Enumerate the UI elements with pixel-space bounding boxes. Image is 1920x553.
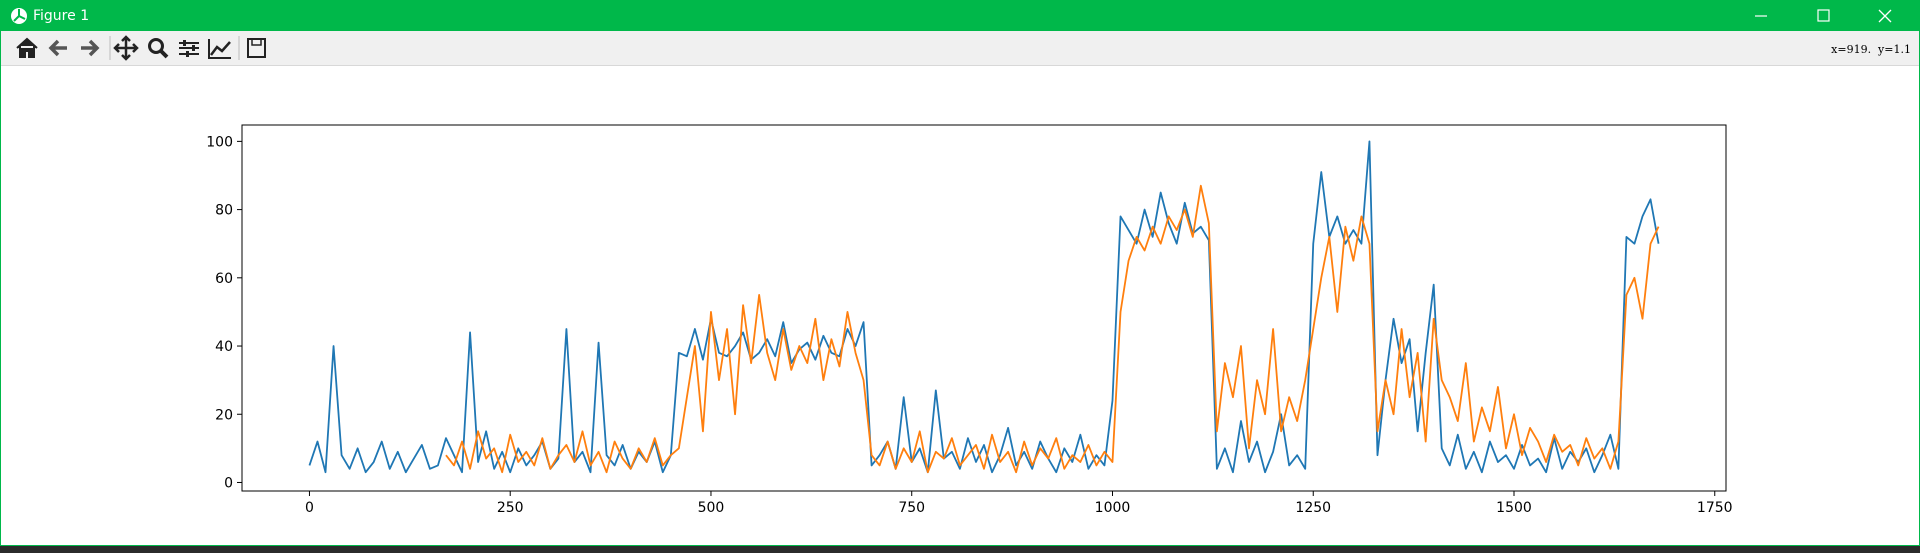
x-tick-label: 250 <box>497 500 524 516</box>
x-tick-label: 0 <box>305 500 314 516</box>
configure-button[interactable] <box>179 40 199 57</box>
pan-button[interactable] <box>113 35 139 61</box>
title-bar: Figure 1 <box>1 1 1919 31</box>
x-tick-label: 1250 <box>1295 500 1331 516</box>
window-title: Figure 1 <box>33 8 90 24</box>
forward-button[interactable] <box>81 39 100 57</box>
x-tick-label: 1500 <box>1496 500 1532 516</box>
save-button[interactable] <box>247 38 266 58</box>
chart: 0 250 500 750 1000 1250 1500 1750 0 20 40 60 80 100 <box>206 124 1733 516</box>
zoom-button[interactable] <box>148 38 169 59</box>
x-tick-label: 1750 <box>1697 500 1733 516</box>
axes-frame <box>241 124 1727 492</box>
toolbar-icons <box>16 35 266 61</box>
x-tick-label: 750 <box>898 500 925 516</box>
edit-button[interactable] <box>208 39 231 59</box>
taskbar-strip <box>0 546 1920 553</box>
x-tick-label: 1000 <box>1095 500 1131 516</box>
maximize-button[interactable] <box>1817 9 1830 22</box>
app-icon <box>11 8 27 24</box>
toolbar: x=919. y=1.1 <box>1 31 1919 66</box>
data-line <box>308 140 1660 474</box>
cursor-status: x=919. y=1.1 <box>1831 43 1911 56</box>
data-line <box>445 184 1660 474</box>
y-tick-label: 20 <box>215 407 233 423</box>
back-button[interactable] <box>48 39 67 57</box>
window-controls <box>1755 9 1892 23</box>
y-tick-label: 60 <box>215 271 233 287</box>
y-tick-label: 80 <box>215 203 233 219</box>
y-tick-label: 100 <box>206 134 233 150</box>
close-button[interactable] <box>1878 9 1892 23</box>
home-button[interactable] <box>16 37 38 58</box>
y-tick-label: 40 <box>215 339 233 355</box>
x-tick-label: 500 <box>698 500 725 516</box>
y-tick-label: 0 <box>224 475 233 491</box>
